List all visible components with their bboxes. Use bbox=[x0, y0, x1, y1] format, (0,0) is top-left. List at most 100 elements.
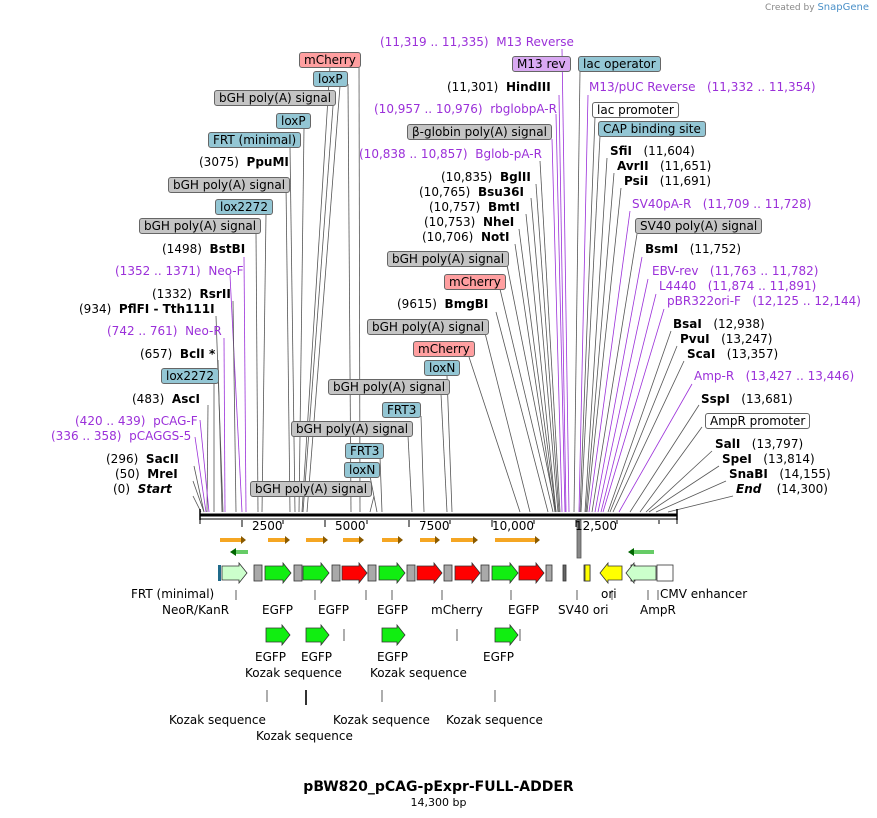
connector-line bbox=[194, 436, 207, 513]
connector-line bbox=[602, 308, 665, 513]
region-marker bbox=[576, 519, 582, 559]
connector-line bbox=[499, 288, 554, 513]
connector-line bbox=[243, 256, 247, 513]
label-kozak-2: Kozak sequence bbox=[370, 666, 467, 680]
label-kozak-6: Kozak sequence bbox=[256, 729, 353, 743]
label-egfp-5: EGFP bbox=[255, 650, 287, 664]
egfp-kozak-arrow bbox=[381, 623, 406, 647]
connector-line bbox=[629, 404, 700, 513]
connector-line bbox=[468, 356, 521, 513]
connector-line bbox=[506, 264, 557, 513]
primer-arrowhead bbox=[241, 536, 246, 544]
connector-line bbox=[261, 213, 267, 513]
feature-box-loxn-1: loxN bbox=[424, 360, 461, 376]
feature-box-ampr-promoter: AmpR promoter bbox=[705, 413, 811, 429]
ori-box bbox=[584, 564, 591, 582]
neor-arrow bbox=[221, 561, 248, 585]
primer-m13-reverse: (11,319 .. 11,335) M13 Reverse bbox=[380, 35, 574, 49]
site-noti: (10,706) NotI bbox=[422, 230, 510, 244]
feature-box-beta-globin: β-globin poly(A) signal bbox=[407, 124, 552, 140]
connector-line bbox=[302, 105, 334, 513]
egfp-kozak-arrow bbox=[265, 623, 291, 647]
feature-box-loxn-2: loxN bbox=[344, 462, 381, 478]
egfp-arrow bbox=[264, 561, 292, 585]
connector-line bbox=[379, 456, 383, 513]
connector-line bbox=[484, 332, 531, 513]
site-avrii: AvrII (11,651) bbox=[617, 159, 712, 173]
polya-box bbox=[253, 564, 263, 582]
connector-line bbox=[558, 94, 567, 513]
primer-arrowhead bbox=[398, 536, 403, 544]
polya-box bbox=[480, 564, 490, 582]
label-mcherry: mCherry bbox=[431, 603, 483, 617]
mcherry-arrow bbox=[416, 561, 443, 585]
polya-box bbox=[443, 564, 453, 582]
label-neor-kanr: NeoR/KanR bbox=[162, 603, 230, 617]
connector-line bbox=[609, 345, 678, 513]
snapgene-logo: SnapGene bbox=[817, 2, 869, 13]
primer-pcag-f: (420 .. 439) pCAG-F bbox=[75, 414, 198, 428]
feature-box-bgh-5: bGH poly(A) signal bbox=[367, 319, 490, 335]
connector-line bbox=[648, 465, 720, 513]
feature-box-lox2272-2: lox2272 bbox=[161, 368, 219, 384]
feature-box-bgh-2: bGH poly(A) signal bbox=[168, 177, 291, 193]
connector-line bbox=[223, 337, 226, 513]
connector-line bbox=[639, 426, 703, 513]
site-sfii: SfiI (11,604) bbox=[610, 144, 695, 158]
frt-marker bbox=[218, 565, 221, 581]
feature-box-mcherry-3: mCherry bbox=[413, 341, 475, 357]
site-bmgbi: (9615) BmgBI bbox=[397, 297, 489, 311]
tick-label-5000: 5000 bbox=[335, 519, 366, 533]
connector-line bbox=[530, 197, 559, 513]
primer-pcaggs-5: (336 .. 358) pCAGGS-5 bbox=[51, 429, 192, 443]
connector-line bbox=[655, 480, 727, 513]
connector-line bbox=[588, 210, 631, 513]
ori-arrow bbox=[599, 561, 623, 585]
label-egfp-8: EGFP bbox=[483, 650, 515, 664]
connector-line bbox=[580, 135, 601, 513]
primer-sv40pa-r: SV40pA-R (11,709 .. 11,728) bbox=[632, 197, 812, 211]
connector-line bbox=[420, 415, 425, 513]
connector-line bbox=[585, 172, 615, 513]
feature-box-frt3-2: FRT3 bbox=[345, 443, 385, 459]
polya-box bbox=[293, 564, 303, 582]
site-snabi: SnaBI (14,155) bbox=[729, 467, 831, 481]
label-cmv-enhancer: CMV enhancer bbox=[660, 587, 748, 601]
connector-line bbox=[584, 157, 608, 513]
connector-line bbox=[229, 274, 243, 513]
connector-line bbox=[573, 70, 581, 513]
site-pvui: PvuI (13,247) bbox=[680, 332, 773, 346]
feature-box-mcherry-2: mCherry bbox=[444, 274, 506, 290]
tick-label-7500: 7500 bbox=[419, 519, 450, 533]
connector-line bbox=[561, 48, 570, 513]
connector-line bbox=[600, 293, 657, 513]
connector-line bbox=[255, 232, 259, 513]
connector-line bbox=[612, 360, 685, 513]
label-egfp-4: EGFP bbox=[508, 603, 540, 617]
site-ppumi: (3075) PpuMI bbox=[199, 155, 289, 169]
connector-line bbox=[301, 65, 331, 513]
connector-line bbox=[578, 94, 589, 513]
primer-arrowhead bbox=[473, 536, 478, 544]
site-end: End (14,300) bbox=[736, 482, 828, 496]
site-bcli: (657) BclI * bbox=[140, 347, 216, 361]
connector-line bbox=[217, 359, 223, 513]
site-sspi: SspI (13,681) bbox=[701, 392, 793, 406]
label-egfp-3: EGFP bbox=[377, 603, 409, 617]
connector-line bbox=[347, 83, 352, 513]
label-ori: ori bbox=[601, 587, 617, 601]
connector-line bbox=[518, 228, 557, 513]
connector-line bbox=[551, 138, 563, 513]
connector-line bbox=[607, 330, 672, 513]
polya-box bbox=[367, 564, 377, 582]
primer-rbglobpa-r: (10,957 .. 10,976) rbglobpA-R bbox=[374, 102, 557, 116]
connector-line bbox=[192, 480, 205, 513]
feature-box-bgh-4: bGH poly(A) signal bbox=[387, 251, 510, 267]
site-mrei: (50) MreI bbox=[115, 467, 178, 481]
connector-line bbox=[440, 393, 448, 513]
label-ampr: AmpR bbox=[640, 603, 676, 617]
primer-amp-r: Amp-R (13,427 .. 13,446) bbox=[694, 369, 855, 383]
connector-line bbox=[555, 113, 566, 513]
map-length: 14,300 bp bbox=[410, 796, 467, 809]
label-kozak-3: Kozak sequence bbox=[169, 713, 266, 727]
